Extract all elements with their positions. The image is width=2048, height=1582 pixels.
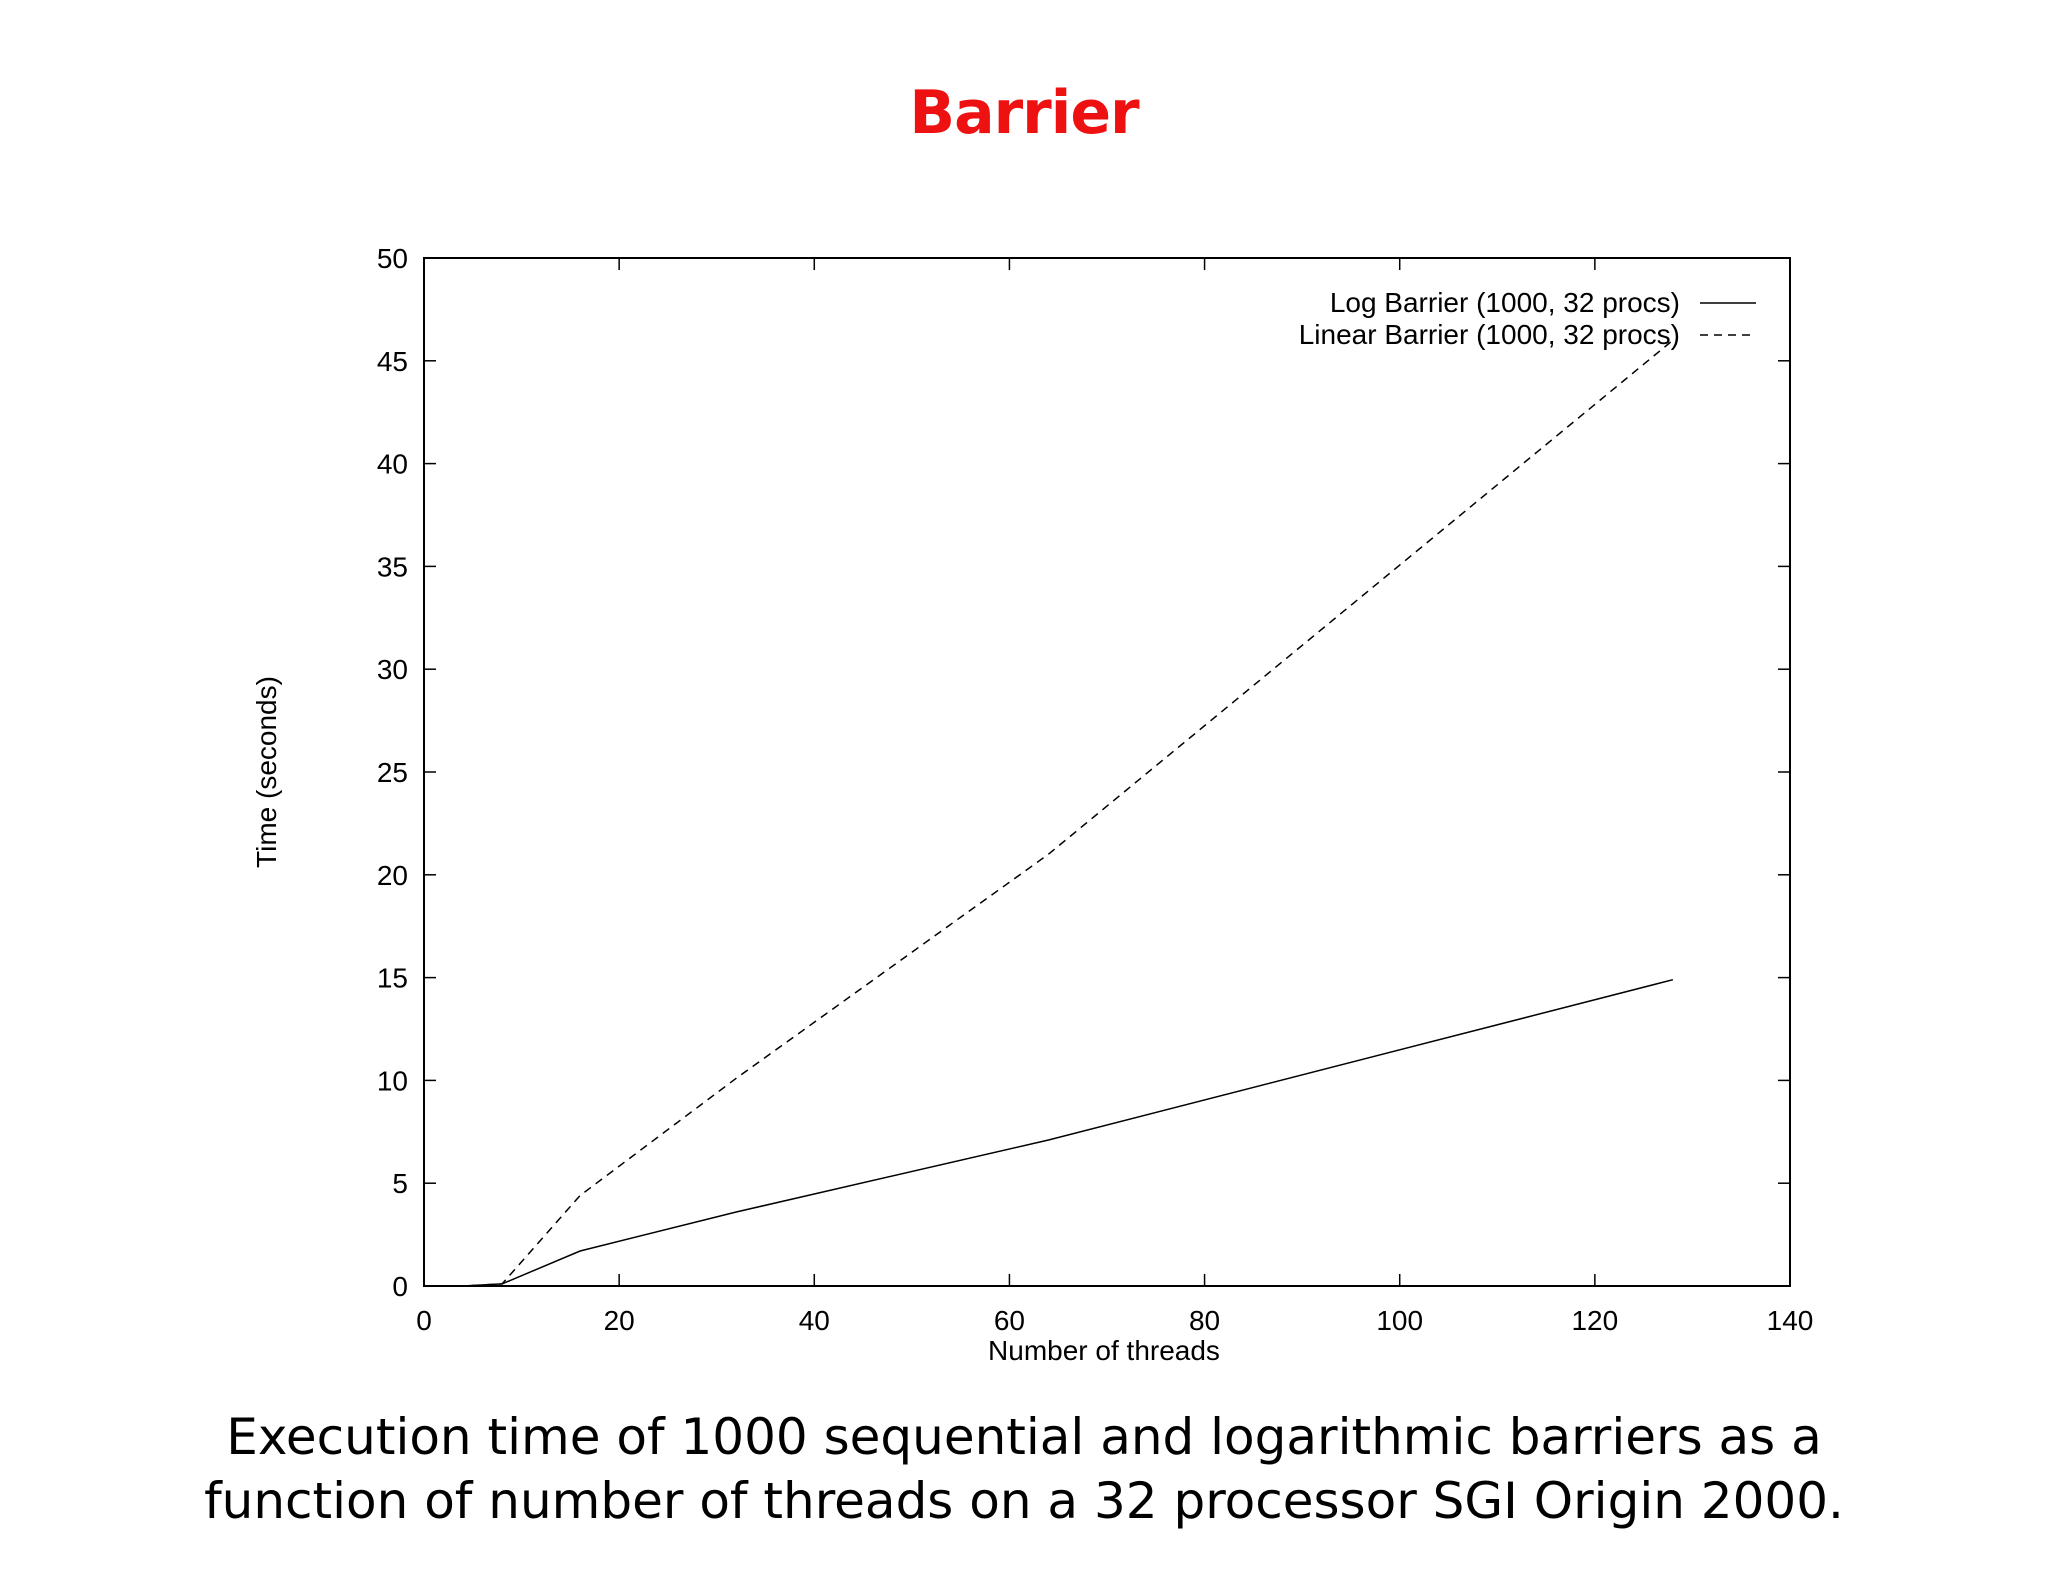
line-chart: 0 20 40 60 80 100 120 140 05101520253035404550 … [251, 243, 1813, 1366]
y-tick-label: 50 [377, 243, 408, 274]
x-tick-label: 0 [416, 1305, 432, 1336]
legend-label: Log Barrier (1000, 32 procs) [1330, 287, 1680, 318]
x-tick-label: 80 [1189, 1305, 1220, 1336]
y-tick-label: 35 [377, 551, 408, 582]
x-tick-label: 60 [994, 1305, 1025, 1336]
x-tick-label: 140 [1767, 1305, 1814, 1336]
y-tick-label: 5 [392, 1168, 408, 1199]
x-tick-label: 120 [1571, 1305, 1618, 1336]
x-axis: 0 20 40 60 80 100 120 140 [416, 258, 1813, 1336]
y-tick-label: 15 [377, 963, 408, 994]
legend-label: Linear Barrier (1000, 32 procs) [1299, 319, 1680, 350]
y-tick-label: 40 [377, 449, 408, 480]
figure-caption: Execution time of 1000 sequential and lo… [0, 1405, 2048, 1533]
series-line-linear-barrier [443, 339, 1674, 1287]
slide-title: Barrier [909, 78, 1139, 148]
x-tick-label: 40 [799, 1305, 830, 1336]
y-tick-label: 45 [377, 346, 408, 377]
y-tick-label: 0 [392, 1271, 408, 1302]
y-axis: 0 5 10 15 20 25 30 35 40 45 50 [377, 243, 1790, 1302]
series-layer [443, 339, 1674, 1287]
caption-line-1: Execution time of 1000 sequential and lo… [226, 1408, 1822, 1466]
x-tick-label: 100 [1376, 1305, 1423, 1336]
y-axis-label: Time (seconds) [251, 676, 282, 868]
x-axis-label: Number of threads [988, 1335, 1220, 1366]
y-tick-label: 10 [377, 1065, 408, 1096]
legend: Log Barrier (1000, 32 procs)Linear Barri… [1299, 287, 1756, 350]
plot-frame [423, 257, 1791, 1287]
x-tick-label: 20 [604, 1305, 635, 1336]
series-line-log-barrier [443, 978, 1674, 1287]
caption-line-2: function of number of threads on a 32 pr… [204, 1472, 1844, 1530]
y-tick-label: 30 [377, 654, 408, 685]
y-tick-label: 20 [377, 860, 408, 891]
y-tick-label: 25 [377, 757, 408, 788]
